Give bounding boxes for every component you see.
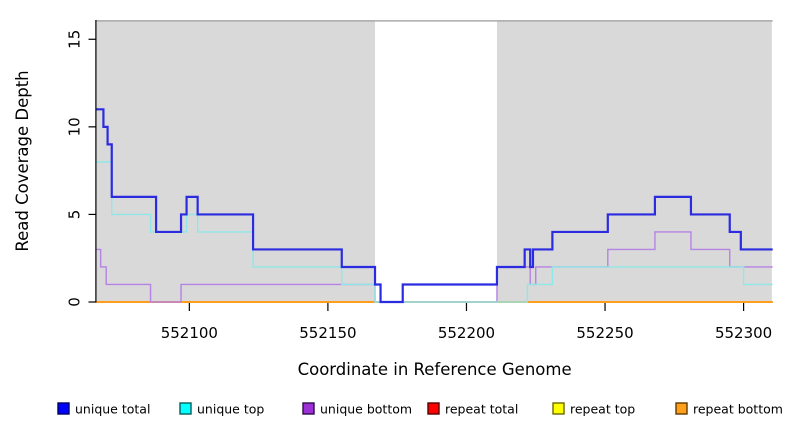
x-axis-title: Coordinate in Reference Genome [298, 360, 572, 379]
series-unique-total [96, 108, 773, 304]
y-tick-label: 0 [66, 297, 84, 307]
legend-label-repeat-top: repeat top [570, 402, 635, 417]
x-tick-label: 552100 [161, 324, 218, 342]
legend-swatch-repeat-top [552, 402, 565, 415]
right-gray-region [496, 20, 772, 302]
legend-swatch-repeat-total [427, 402, 440, 415]
legend-label-repeat-total: repeat total [445, 402, 518, 417]
legend-label-unique-bottom: unique bottom [320, 402, 412, 417]
legend-label-unique-total: unique total [75, 402, 150, 417]
series-unique-top [96, 161, 773, 303]
legend-swatch-unique-bottom [302, 402, 315, 415]
legend-label-repeat-bottom: repeat bottom [693, 402, 783, 417]
x-tick-label: 552150 [299, 324, 356, 342]
x-tick-label: 552300 [715, 324, 772, 342]
legend-label-unique-top: unique top [197, 402, 264, 417]
x-tick-label: 552200 [438, 324, 495, 342]
y-axis-title: Read Coverage Depth [13, 70, 32, 251]
left-gray-region [96, 20, 376, 302]
legend-swatch-repeat-bottom [675, 402, 688, 415]
x-tick-label: 552250 [576, 324, 633, 342]
y-tick-label: 10 [66, 117, 84, 136]
legend-swatch-unique-top [179, 402, 192, 415]
y-tick-label: 5 [66, 210, 84, 220]
legend-swatch-unique-total [57, 402, 70, 415]
y-tick-label: 15 [66, 30, 84, 49]
